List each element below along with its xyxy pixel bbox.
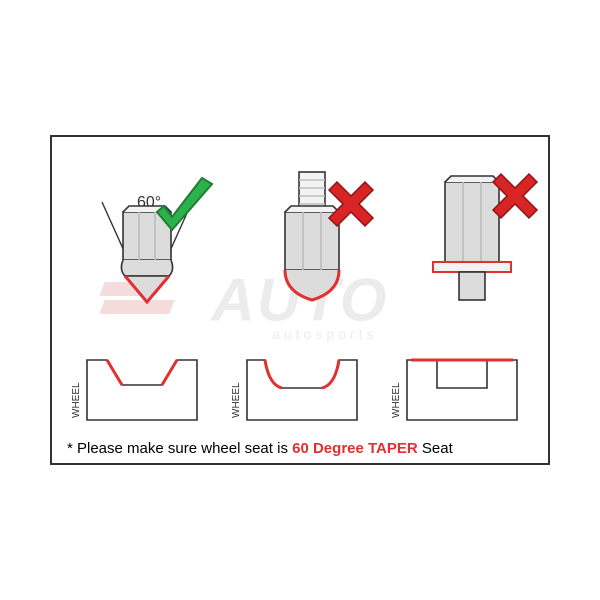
wheel-label: WHEEL — [231, 382, 242, 418]
nut-row: 60° — [67, 152, 533, 312]
diagram-frame: AUTO autosports 60° — [50, 135, 550, 465]
seat-ball-cell: WHEEL — [227, 340, 377, 430]
x-icon — [329, 182, 373, 226]
seat-ball: WHEEL — [227, 340, 377, 430]
seat-taper-cell: WHEEL — [67, 340, 217, 430]
nut-ball — [237, 152, 387, 312]
nut-ball-cell — [237, 152, 387, 312]
nut-flat — [397, 152, 547, 312]
caption-suffix: Seat — [418, 440, 453, 457]
nut-taper: 60° — [67, 152, 227, 312]
checkmark-icon — [157, 178, 212, 230]
seat-flat: WHEEL — [387, 340, 537, 430]
seat-row: WHEEL WHEEL WHEEL — [67, 320, 533, 430]
caption: * Please make sure wheel seat is 60 Degr… — [67, 440, 533, 457]
caption-prefix: * Please make sure wheel seat is — [67, 440, 292, 457]
seat-flat-cell: WHEEL — [387, 340, 537, 430]
wheel-label: WHEEL — [71, 382, 82, 418]
nut-flat-cell — [397, 152, 547, 312]
seat-taper: WHEEL — [67, 340, 217, 430]
wheel-label: WHEEL — [391, 382, 402, 418]
nut-taper-cell: 60° — [67, 152, 227, 312]
caption-highlight: 60 Degree TAPER — [292, 440, 418, 457]
